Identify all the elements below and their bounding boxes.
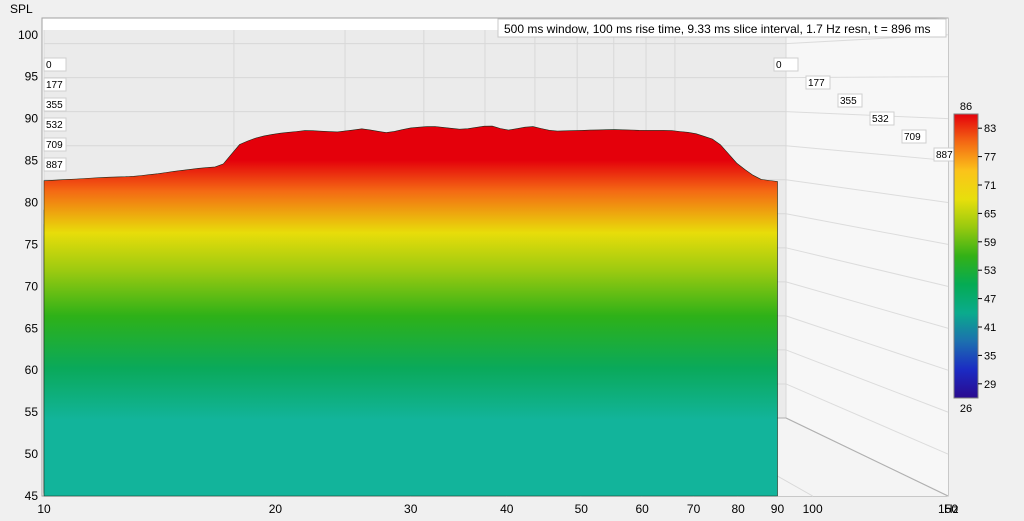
- colorbar-tick-label: 77: [984, 152, 996, 164]
- slice-tag-left: 532: [46, 120, 63, 131]
- slice-tag-right: 887: [936, 150, 953, 161]
- colorbar-tick-label: 83: [984, 123, 996, 135]
- slice-tag-left-box: [43, 137, 67, 152]
- x-tick-label: 40: [500, 502, 514, 516]
- x-tick-label: 70: [687, 502, 701, 516]
- y-tick-label: 90: [25, 112, 39, 126]
- side-gridline: [785, 281, 949, 329]
- slice-tag-right: 709: [904, 132, 921, 143]
- side-gridline: [785, 111, 949, 120]
- x-tick-label: 20: [269, 502, 283, 516]
- side-gridline: [785, 315, 949, 371]
- y-tick-label: 80: [25, 195, 39, 209]
- colorbar-tick-label: 71: [984, 180, 996, 192]
- x-tick-label: 100: [803, 502, 823, 516]
- y-tick-label: 100: [18, 28, 38, 42]
- y-tick-label: 85: [25, 154, 39, 168]
- x-tick-label: 30: [404, 502, 418, 516]
- slice-tag-left-box: [43, 117, 67, 132]
- slice-tag-left: 887: [46, 160, 63, 171]
- colorbar-tick-label: 29: [984, 379, 996, 391]
- y-tick-label: 95: [25, 70, 39, 84]
- slice-tag-right: 0: [776, 60, 782, 71]
- colorbar-tick-label: 35: [984, 350, 996, 362]
- y-tick-label: 55: [25, 405, 39, 419]
- slice-tag-left-box: [43, 77, 67, 92]
- x-tick-label: 80: [731, 502, 745, 516]
- y-tick-label: 45: [25, 489, 39, 503]
- slice-tag-right-box: [901, 129, 927, 144]
- colorbar-scale: [953, 113, 979, 399]
- side-gridline: [785, 383, 949, 455]
- x-tick-label: 90: [771, 502, 785, 516]
- y-tick-label: 50: [25, 447, 39, 461]
- slice-tag-right-box: [773, 57, 799, 72]
- slice-tag-right: 532: [872, 114, 889, 125]
- colorbar-max-label: 86: [960, 101, 972, 113]
- slice-tag-left: 177: [46, 80, 63, 91]
- side-panel: [786, 18, 948, 496]
- y-tick-label: 70: [25, 279, 39, 293]
- y-tick-label: 60: [25, 363, 39, 377]
- colorbar-tick-label: 47: [984, 294, 996, 306]
- y-tick-label: 75: [25, 237, 39, 251]
- colorbar-tick-label: 59: [984, 237, 996, 249]
- colorbar-tick-label: 53: [984, 265, 996, 277]
- slice-tag-left-box: [43, 57, 67, 72]
- colorbar: 86 26 83 77 71 65 59 53 47 41 35 29: [953, 101, 996, 415]
- side-gridline: [785, 145, 949, 162]
- y-tick-label: 65: [25, 321, 39, 335]
- slice-tag-right: 177: [808, 78, 825, 89]
- side-gridline: [785, 179, 949, 203]
- axis-labels: 45 50 55 60 65 70 75 80 85 90 95 100 10 20 30 40 50 60 70 8…: [18, 28, 958, 516]
- slice-tag-right: 355: [840, 96, 857, 107]
- x-tick-label: 150: [938, 502, 958, 516]
- colorbar-tick-label: 65: [984, 208, 996, 220]
- slice-tag-left-box: [43, 97, 67, 112]
- frame-edge: [785, 417, 949, 497]
- slice-tag-left: 0: [46, 60, 52, 71]
- colorbar-tick-label: 41: [984, 322, 996, 334]
- side-gridline: [785, 213, 949, 245]
- y-axis-title: SPL: [10, 2, 33, 16]
- slice-tag-right-box: [805, 75, 831, 90]
- side-gridline: [785, 349, 949, 413]
- x-tick-label: 50: [575, 502, 589, 516]
- x-tick-label: 10: [37, 502, 51, 516]
- slice-tag-left: 355: [46, 100, 63, 111]
- waterfall-slice: [43, 125, 778, 497]
- side-gridline: [785, 247, 949, 287]
- x-axis-unit: Hz: [944, 502, 959, 516]
- x-tick-label: 60: [635, 502, 649, 516]
- waterfall-surface: [43, 125, 778, 497]
- info-box: 500 ms window, 100 ms rise time, 9.33 ms…: [497, 18, 947, 38]
- slice-tag-right-box: [869, 111, 895, 126]
- slice-tag-left-box: [43, 157, 67, 172]
- slice-tag-left: 709: [46, 140, 63, 151]
- slice-labels: 0 0 177 177 355 355 532 532 709 709 887 887: [43, 57, 959, 172]
- colorbar-min-label: 26: [960, 403, 972, 415]
- info-text: 500 ms window, 100 ms rise time, 9.33 ms…: [504, 22, 931, 36]
- slice-tag-right-box: [837, 93, 863, 108]
